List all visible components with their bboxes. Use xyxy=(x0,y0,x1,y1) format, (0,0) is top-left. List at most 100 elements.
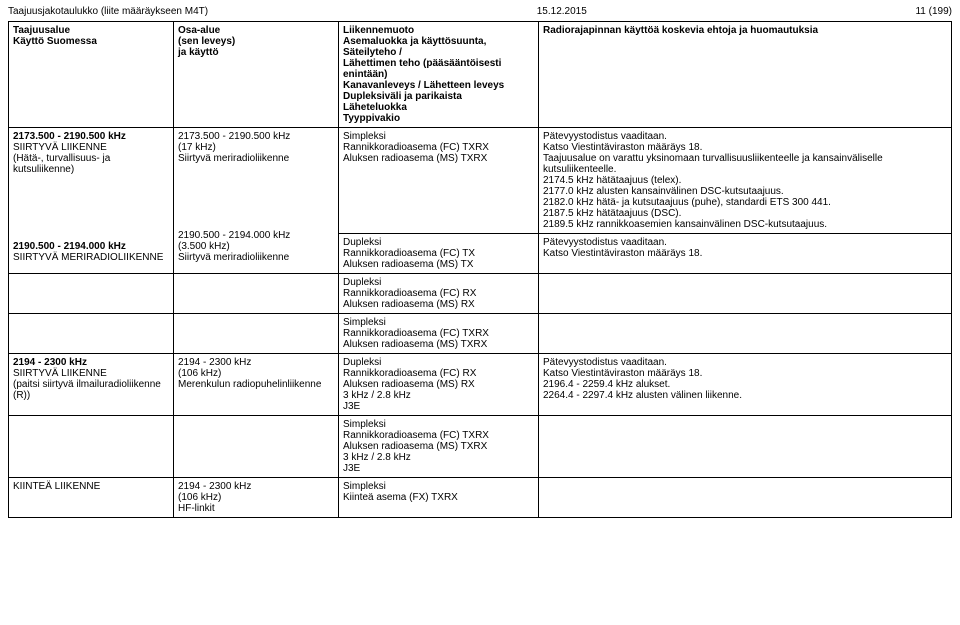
r1c4-l3: Taajuusalue on varattu yksinomaan turval… xyxy=(543,153,883,175)
cell-r4-c4 xyxy=(539,314,952,354)
r2c4-l1: Pätevyystodistus vaaditaan. xyxy=(543,237,667,248)
cell-r4-c2 xyxy=(174,314,339,354)
r1c1-line3: (Hätä-, turvallisuus- ja kutsuliikenne) xyxy=(13,153,110,175)
th-col3-line4: Kanavanleveys / Lähetteen leveys xyxy=(343,80,504,91)
r5c4-l1: Pätevyystodistus vaaditaan. xyxy=(543,357,667,368)
cell-r6-c4 xyxy=(539,416,952,478)
r6c3-line4: 3 kHz / 2.8 kHz xyxy=(343,452,411,463)
r1c2-line1: 2173.500 - 2190.500 kHz xyxy=(178,131,290,142)
th-col3-line7: Tyyppivakio xyxy=(343,113,400,124)
table-row: Simpleksi Rannikkoradioasema (FC) TXRX A… xyxy=(9,314,952,354)
r5c2-line3: Merenkulun radiopuhelinliikenne xyxy=(178,379,321,390)
th-col3-line5: Dupleksiväli ja parikaista xyxy=(343,91,462,102)
r1c4-l8: 2189.5 kHz rannikkoasemien kansainväline… xyxy=(543,219,827,230)
table-row: Dupleksi Rannikkoradioasema (FC) RX Aluk… xyxy=(9,274,952,314)
r5c1-line3: (paitsi siirtyvä ilmailuradioliikenne (R… xyxy=(13,379,161,401)
r1c2-line2: (17 kHz) xyxy=(178,142,216,153)
header-right: 11 (199) xyxy=(915,6,952,17)
r6c3-line5: J3E xyxy=(343,463,360,474)
th-col1-line1: Taajuusalue xyxy=(13,25,70,36)
cell-r1-c3: Simpleksi Rannikkoradioasema (FC) TXRX A… xyxy=(339,128,539,234)
th-col3-line6: Läheteluokka xyxy=(343,102,407,113)
cell-r5-c1: 2194 - 2300 kHz SIIRTYVÄ LIIKENNE (paits… xyxy=(9,354,174,416)
r2c3-line3: Aluksen radioasema (MS) TX xyxy=(343,259,473,270)
r3c3-line1: Dupleksi xyxy=(343,277,381,288)
r6c3-line3: Aluksen radioasema (MS) TXRX xyxy=(343,441,487,452)
r4c3-line3: Aluksen radioasema (MS) TXRX xyxy=(343,339,487,350)
r1c3-line2: Rannikkoradioasema (FC) TXRX xyxy=(343,142,489,153)
th-col3: Liikennemuoto Asemaluokka ja käyttösuunt… xyxy=(339,22,539,128)
r5c4-l4: 2264.4 - 2297.4 kHz alusten välinen liik… xyxy=(543,390,742,401)
th-col1: Taajuusalue Käyttö Suomessa xyxy=(9,22,174,128)
r5c3-line3: Aluksen radioasema (MS) RX xyxy=(343,379,475,390)
th-col3-line2: Asemaluokka ja käyttösuunta, Säteilyteho… xyxy=(343,36,486,58)
r5c3-line4: 3 kHz / 2.8 kHz xyxy=(343,390,411,401)
r2c4-l2: Katso Viestintäviraston määräys 18. xyxy=(543,248,702,259)
r7c3-line1: Simpleksi xyxy=(343,481,386,492)
r7c3-line2: Kiinteä asema (FX) TXRX xyxy=(343,492,458,503)
th-col3-line1: Liikennemuoto xyxy=(343,25,414,36)
r5c1-line2: SIIRTYVÄ LIIKENNE xyxy=(13,368,107,379)
r3c3-line3: Aluksen radioasema (MS) RX xyxy=(343,299,475,310)
r1c2-line3: Siirtyvä meriradioliikenne xyxy=(178,153,289,164)
r5c4-l2: Katso Viestintäviraston määräys 18. xyxy=(543,368,702,379)
cell-r6-c2 xyxy=(174,416,339,478)
r1c1-band: 2173.500 - 2190.500 kHz xyxy=(13,131,126,142)
header-left: Taajuusjakotaulukko (liite määräykseen M… xyxy=(8,6,208,17)
cell-r2-c4: Pätevyystodistus vaaditaan. Katso Viesti… xyxy=(539,234,952,274)
th-col4-line1: Radiorajapinnan käyttöä koskevia ehtoja … xyxy=(543,25,818,36)
cell-r1-c1: 2173.500 - 2190.500 kHz SIIRTYVÄ LIIKENN… xyxy=(9,128,174,274)
cell-r4-c3: Simpleksi Rannikkoradioasema (FC) TXRX A… xyxy=(339,314,539,354)
r1c4-l5: 2177.0 kHz alusten kansainvälinen DSC-ku… xyxy=(543,186,784,197)
r5c4-l3: 2196.4 - 2259.4 kHz alukset. xyxy=(543,379,670,390)
r6c3-line1: Simpleksi xyxy=(343,419,386,430)
th-col2-line3: ja käyttö xyxy=(178,47,219,58)
r2c2-line3: Siirtyvä meriradioliikenne xyxy=(178,252,289,263)
cell-r2-c3: Dupleksi Rannikkoradioasema (FC) TX Aluk… xyxy=(339,234,539,274)
r7c2-line3: HF-linkit xyxy=(178,503,215,514)
cell-r6-c3: Simpleksi Rannikkoradioasema (FC) TXRX A… xyxy=(339,416,539,478)
r3c3-line2: Rannikkoradioasema (FC) RX xyxy=(343,288,476,299)
cell-r1-c2: 2173.500 - 2190.500 kHz (17 kHz) Siirtyv… xyxy=(174,128,339,274)
r1c4-l6: 2182.0 kHz hätä- ja kutsutaajuus (puhe),… xyxy=(543,197,831,208)
r7c2-line1: 2194 - 2300 kHz xyxy=(178,481,251,492)
cell-r3-c1 xyxy=(9,274,174,314)
th-col2: Osa-alue (sen leveys) ja käyttö xyxy=(174,22,339,128)
table-header-row: Taajuusalue Käyttö Suomessa Osa-alue (se… xyxy=(9,22,952,128)
r1c3-line3: Aluksen radioasema (MS) TXRX xyxy=(343,153,487,164)
th-col2-line1: Osa-alue xyxy=(178,25,220,36)
r5c3-line5: J3E xyxy=(343,401,360,412)
r7c2-line2: (106 kHz) xyxy=(178,492,221,503)
page-header: Taajuusjakotaulukko (liite määräykseen M… xyxy=(8,6,952,17)
r2c1-band: 2190.500 - 2194.000 kHz xyxy=(13,241,126,252)
r1c4-l4: 2174.5 kHz hätätaajuus (telex). xyxy=(543,175,681,186)
r7c1-line1: KIINTEÄ LIIKENNE xyxy=(13,481,100,492)
cell-r7-c2: 2194 - 2300 kHz (106 kHz) HF-linkit xyxy=(174,478,339,518)
cell-r3-c2 xyxy=(174,274,339,314)
r6c3-line2: Rannikkoradioasema (FC) TXRX xyxy=(343,430,489,441)
cell-r7-c1: KIINTEÄ LIIKENNE xyxy=(9,478,174,518)
th-col4: Radiorajapinnan käyttöä koskevia ehtoja … xyxy=(539,22,952,128)
table-row: 2173.500 - 2190.500 kHz SIIRTYVÄ LIIKENN… xyxy=(9,128,952,234)
r5c1-band: 2194 - 2300 kHz xyxy=(13,357,87,368)
table-row: KIINTEÄ LIIKENNE 2194 - 2300 kHz (106 kH… xyxy=(9,478,952,518)
page: Taajuusjakotaulukko (liite määräykseen M… xyxy=(0,0,960,526)
th-col1-line2: Käyttö Suomessa xyxy=(13,36,97,47)
r4c3-line2: Rannikkoradioasema (FC) TXRX xyxy=(343,328,489,339)
table-row: 2194 - 2300 kHz SIIRTYVÄ LIIKENNE (paits… xyxy=(9,354,952,416)
r1c1-line2: SIIRTYVÄ LIIKENNE xyxy=(13,142,107,153)
cell-r7-c4 xyxy=(539,478,952,518)
r5c3-line2: Rannikkoradioasema (FC) RX xyxy=(343,368,476,379)
r2c2-line2: (3.500 kHz) xyxy=(178,241,230,252)
cell-r4-c1 xyxy=(9,314,174,354)
r5c2-line2: (106 kHz) xyxy=(178,368,221,379)
cell-r1-c4: Pätevyystodistus vaaditaan. Katso Viesti… xyxy=(539,128,952,234)
r2c1-line2: SIIRTYVÄ MERIRADIOLIIKENNE xyxy=(13,252,163,263)
frequency-table: Taajuusalue Käyttö Suomessa Osa-alue (se… xyxy=(8,21,952,518)
r5c3-line1: Dupleksi xyxy=(343,357,381,368)
r1c4-l1: Pätevyystodistus vaaditaan. xyxy=(543,131,667,142)
cell-r6-c1 xyxy=(9,416,174,478)
cell-r7-c3: Simpleksi Kiinteä asema (FX) TXRX xyxy=(339,478,539,518)
cell-r5-c3: Dupleksi Rannikkoradioasema (FC) RX Aluk… xyxy=(339,354,539,416)
cell-r5-c2: 2194 - 2300 kHz (106 kHz) Merenkulun rad… xyxy=(174,354,339,416)
